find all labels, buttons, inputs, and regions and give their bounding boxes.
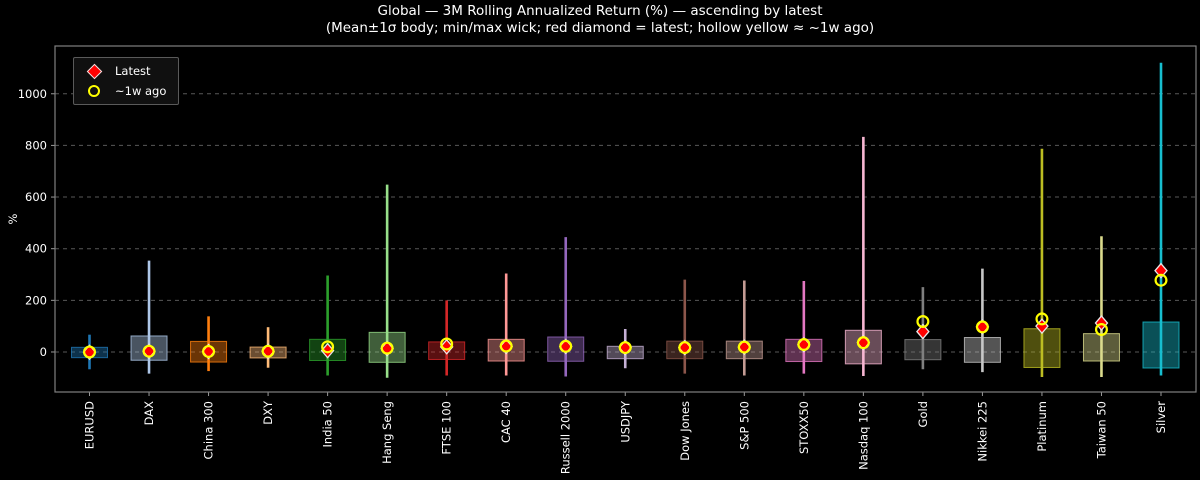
x-tick-label: USDJPY [618, 400, 632, 443]
latest-diamond-marker-FTSE 100 [439, 338, 454, 355]
week-ago-ring-marker-Nikkei 225 [975, 320, 989, 334]
week-ago-ring-marker-CAC 40 [499, 339, 513, 353]
x-tick-label: Nikkei 225 [975, 401, 989, 462]
week-ago-ring-marker-DXY [261, 344, 275, 358]
week-ago-ring-marker-Platinum [1035, 312, 1049, 326]
legend-item-week-ago: ~1w ago [83, 84, 166, 98]
latest-diamond-icon [83, 63, 105, 79]
y-tick-label: 0 [40, 345, 47, 359]
week-ago-ring-marker-DAX [142, 344, 156, 358]
week-ago-ring-marker-Silver [1154, 273, 1168, 287]
week-ago-ring-marker-Dow Jones [678, 341, 692, 355]
x-tick-label: Gold [916, 401, 930, 427]
week-ago-ring-marker-EURUSD [82, 345, 96, 359]
x-tick-label: FTSE 100 [440, 401, 454, 455]
chart-title: Global — 3M Rolling Annualized Return (%… [377, 3, 823, 19]
x-tick-label: DXY [261, 400, 275, 425]
legend-latest-label: Latest [115, 64, 151, 78]
x-tick-label: Hang Seng [380, 401, 394, 464]
x-tick-label: STOXX50 [797, 401, 811, 454]
y-axis-label: % [6, 213, 20, 224]
plot-border [54, 45, 1197, 393]
week-ago-ring-marker-STOXX50 [797, 337, 811, 351]
x-tick-label: Russell 2000 [559, 401, 573, 474]
x-tick-label: CAC 40 [499, 401, 513, 443]
week-ago-ring-marker-Hang Seng [380, 341, 394, 355]
x-tick-label: EURUSD [83, 401, 97, 449]
x-tick-label: Silver [1154, 401, 1168, 434]
x-tick-label: S&P 500 [737, 401, 751, 450]
x-tick-label: China 300 [202, 401, 216, 459]
week-ago-ring-icon [83, 85, 105, 97]
x-tick-label: India 50 [321, 401, 335, 448]
x-tick-label: DAX [142, 401, 156, 426]
y-tick-label: 800 [25, 138, 47, 152]
x-tick-label: Nasdaq 100 [856, 401, 870, 470]
y-tick-label: 1000 [18, 87, 47, 101]
week-ago-ring-marker-Taiwan 50 [1094, 323, 1108, 337]
week-ago-ring-marker-China 300 [202, 344, 216, 358]
y-tick-label: 200 [25, 293, 47, 307]
latest-diamond-marker-India 50 [320, 342, 335, 359]
latest-diamond-marker-Silver [1154, 262, 1168, 279]
legend-week-label: ~1w ago [115, 84, 167, 98]
legend: Latest ~1w ago [73, 57, 180, 105]
week-ago-ring-marker-USDJPY [618, 341, 632, 355]
latest-diamond-marker-Gold [916, 323, 930, 340]
x-tick-label: Taiwan 50 [1094, 401, 1108, 459]
week-ago-ring-marker-Russell 2000 [559, 339, 573, 353]
week-ago-ring-marker-Nasdaq 100 [856, 336, 870, 350]
chart-header: Global — 3M Rolling Annualized Return (%… [0, 3, 1200, 37]
legend-item-latest: Latest [83, 63, 166, 79]
chart-subtitle: (Mean±1σ body; min/max wick; red diamond… [325, 20, 875, 36]
week-ago-ring-marker-India 50 [321, 340, 335, 354]
x-tick-label: Dow Jones [678, 401, 692, 461]
y-tick-label: 600 [25, 190, 47, 204]
y-tick-label: 400 [25, 242, 47, 256]
week-ago-ring-marker-FTSE 100 [440, 337, 454, 351]
week-ago-ring-marker-Gold [916, 315, 930, 329]
x-tick-label: Platinum [1035, 401, 1049, 452]
week-ago-ring-marker-S&P 500 [737, 340, 751, 354]
